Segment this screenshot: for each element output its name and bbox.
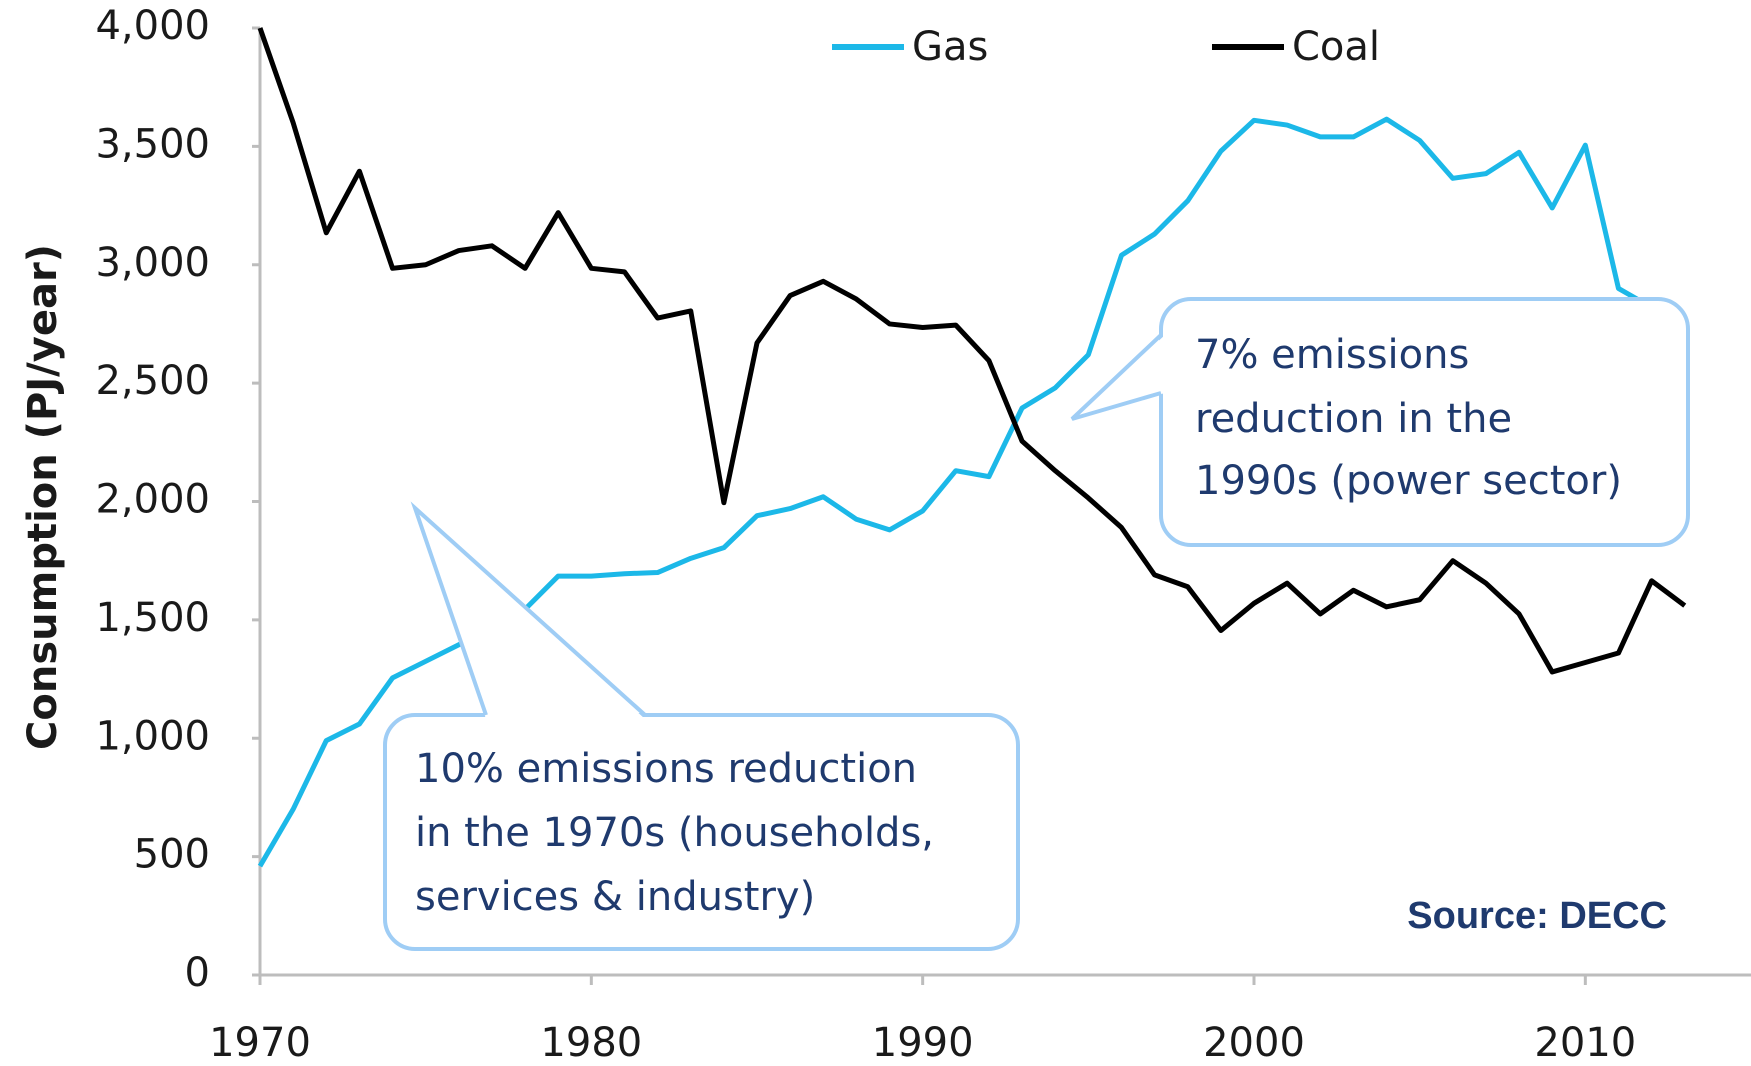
x-tick-label: 1980	[540, 1020, 642, 1066]
x-tick-label: 2000	[1203, 1020, 1305, 1066]
callout-pointer	[410, 501, 647, 717]
x-tick-label: 1970	[209, 1020, 311, 1066]
legend-label: Coal	[1292, 24, 1380, 70]
y-tick-label: 500	[134, 832, 210, 878]
callout-box	[383, 713, 1020, 951]
callout-box	[1159, 297, 1690, 547]
y-tick-label: 0	[185, 950, 210, 996]
y-tick-label: 1,500	[95, 595, 210, 641]
legend-label: Gas	[912, 24, 988, 70]
annotation-text: 10% emissions reduction	[415, 746, 917, 792]
y-axis-title: Consumption (PJ/year)	[20, 244, 66, 750]
annotation-text: 7% emissions	[1195, 332, 1469, 378]
annotation-text: 1990s (power sector)	[1195, 458, 1622, 504]
y-tick-label: 4,000	[95, 3, 210, 49]
annotation-text: in the 1970s (households,	[415, 810, 934, 856]
y-tick-label: 2,500	[95, 358, 210, 404]
callout-pointer	[1070, 333, 1163, 421]
y-tick-label: 3,000	[95, 240, 210, 286]
y-tick-label: 2,000	[95, 477, 210, 523]
y-tick-label: 3,500	[95, 121, 210, 167]
x-tick-label: 1990	[872, 1020, 974, 1066]
source-note: Source: DECC	[1407, 895, 1667, 937]
line-series	[257, 27, 1687, 675]
annotation-text: reduction in the	[1195, 396, 1512, 442]
x-tick-label: 2010	[1534, 1020, 1636, 1066]
y-tick-label: 1,000	[95, 713, 210, 759]
annotation-text: services & industry)	[415, 874, 815, 920]
